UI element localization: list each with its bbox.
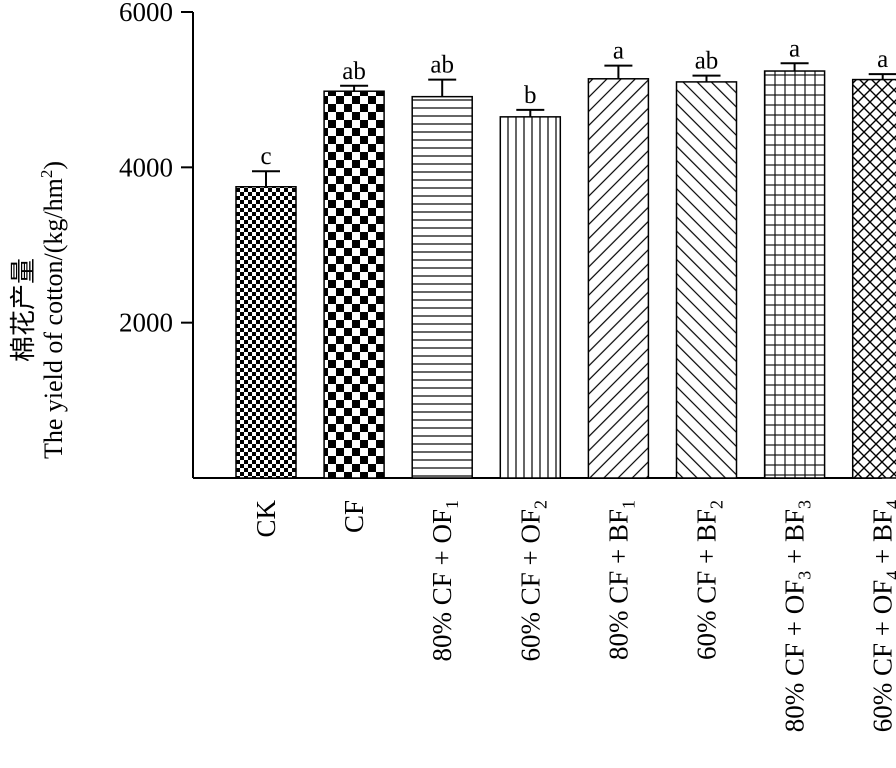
significance-label: a — [877, 46, 888, 73]
y-axis-title: 棉花产量 The yield of cotton/(kg/hm2) — [9, 161, 68, 459]
x-tick-label: 60% CF + OF4 + BF4 — [868, 500, 896, 732]
y-axis-title-en: The yield of cotton/(kg/hm2) — [37, 161, 68, 459]
significance-label: b — [524, 82, 537, 109]
significance-label: c — [260, 143, 271, 170]
bar — [235, 186, 297, 479]
y-tick-label: 4000 — [119, 152, 173, 182]
significance-label: ab — [342, 58, 366, 85]
significance-label: a — [613, 38, 624, 65]
y-axis-title-zh: 棉花产量 — [9, 258, 38, 362]
bar — [587, 78, 650, 479]
bar — [323, 90, 385, 479]
y-tick-label: 6000 — [119, 0, 173, 27]
x-tick-label: CF — [339, 500, 369, 533]
bar — [763, 70, 826, 479]
x-tick-label: 80% CF + OF3 + BF3 — [780, 500, 815, 732]
x-tick-label: 80% CF + OF1 — [427, 500, 462, 662]
x-tick-label: 80% CF + BF1 — [603, 500, 638, 660]
bar — [675, 81, 738, 479]
bar — [411, 95, 473, 479]
bars: c ab ab b a ab a a — [235, 35, 896, 479]
bar — [851, 78, 896, 479]
x-tick-label: CK — [251, 500, 281, 538]
significance-label: ab — [430, 52, 454, 79]
significance-label: a — [789, 35, 800, 62]
x-tick-label: 60% CF + BF2 — [692, 500, 727, 660]
x-tick-label: 60% CF + OF2 — [515, 500, 550, 662]
bar — [499, 116, 562, 479]
significance-label: ab — [695, 48, 719, 75]
x-axis-labels: CK CF 80% CF + OF1 60% CF + OF2 80% CF + BF1… — [251, 500, 896, 733]
axes: 2000 4000 6000 — [119, 0, 882, 479]
y-tick-label: 2000 — [119, 308, 173, 338]
